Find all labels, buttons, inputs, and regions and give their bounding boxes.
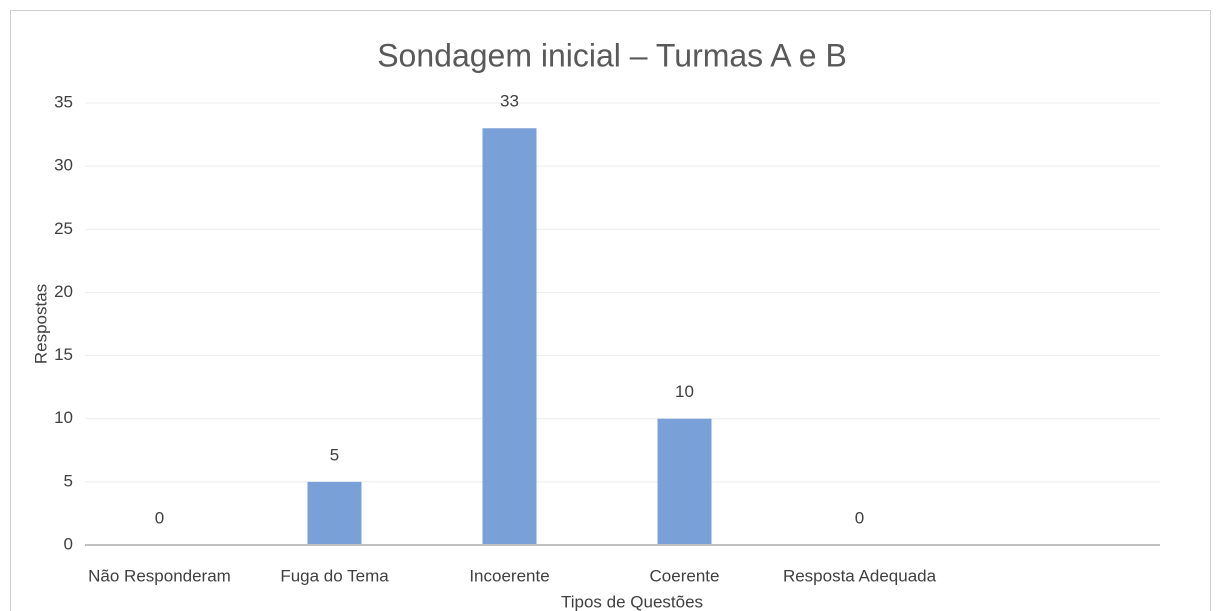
data-label: 0 [855,508,864,527]
y-tick-label: 35 [54,92,73,111]
chart-title: Sondagem inicial – Turmas A e B [377,37,847,73]
y-axis-label: Respostas [31,284,50,364]
y-tick-label: 15 [54,345,73,364]
x-tick-label: Coerente [650,566,720,585]
data-label: 5 [330,445,339,464]
y-tick-label: 10 [54,408,73,427]
data-label: 33 [500,92,519,111]
chart-frame [10,10,1211,611]
y-tick-label: 30 [54,156,73,175]
y-tick-label: 20 [54,282,73,301]
x-tick-label: Fuga do Tema [280,566,389,585]
x-tick-label: Resposta Adequada [783,566,937,585]
bar [657,418,712,545]
x-tick-label: Incoerente [469,566,549,585]
y-tick-label: 5 [64,471,73,490]
data-label: 10 [675,382,694,401]
bar [482,128,537,545]
bar [307,481,362,545]
x-axis-label: Tipos de Questões [561,592,703,611]
y-tick-label: 25 [54,219,73,238]
x-tick-label: Não Responderam [88,566,231,585]
y-tick-label: 0 [64,534,73,553]
data-label: 0 [155,508,164,527]
